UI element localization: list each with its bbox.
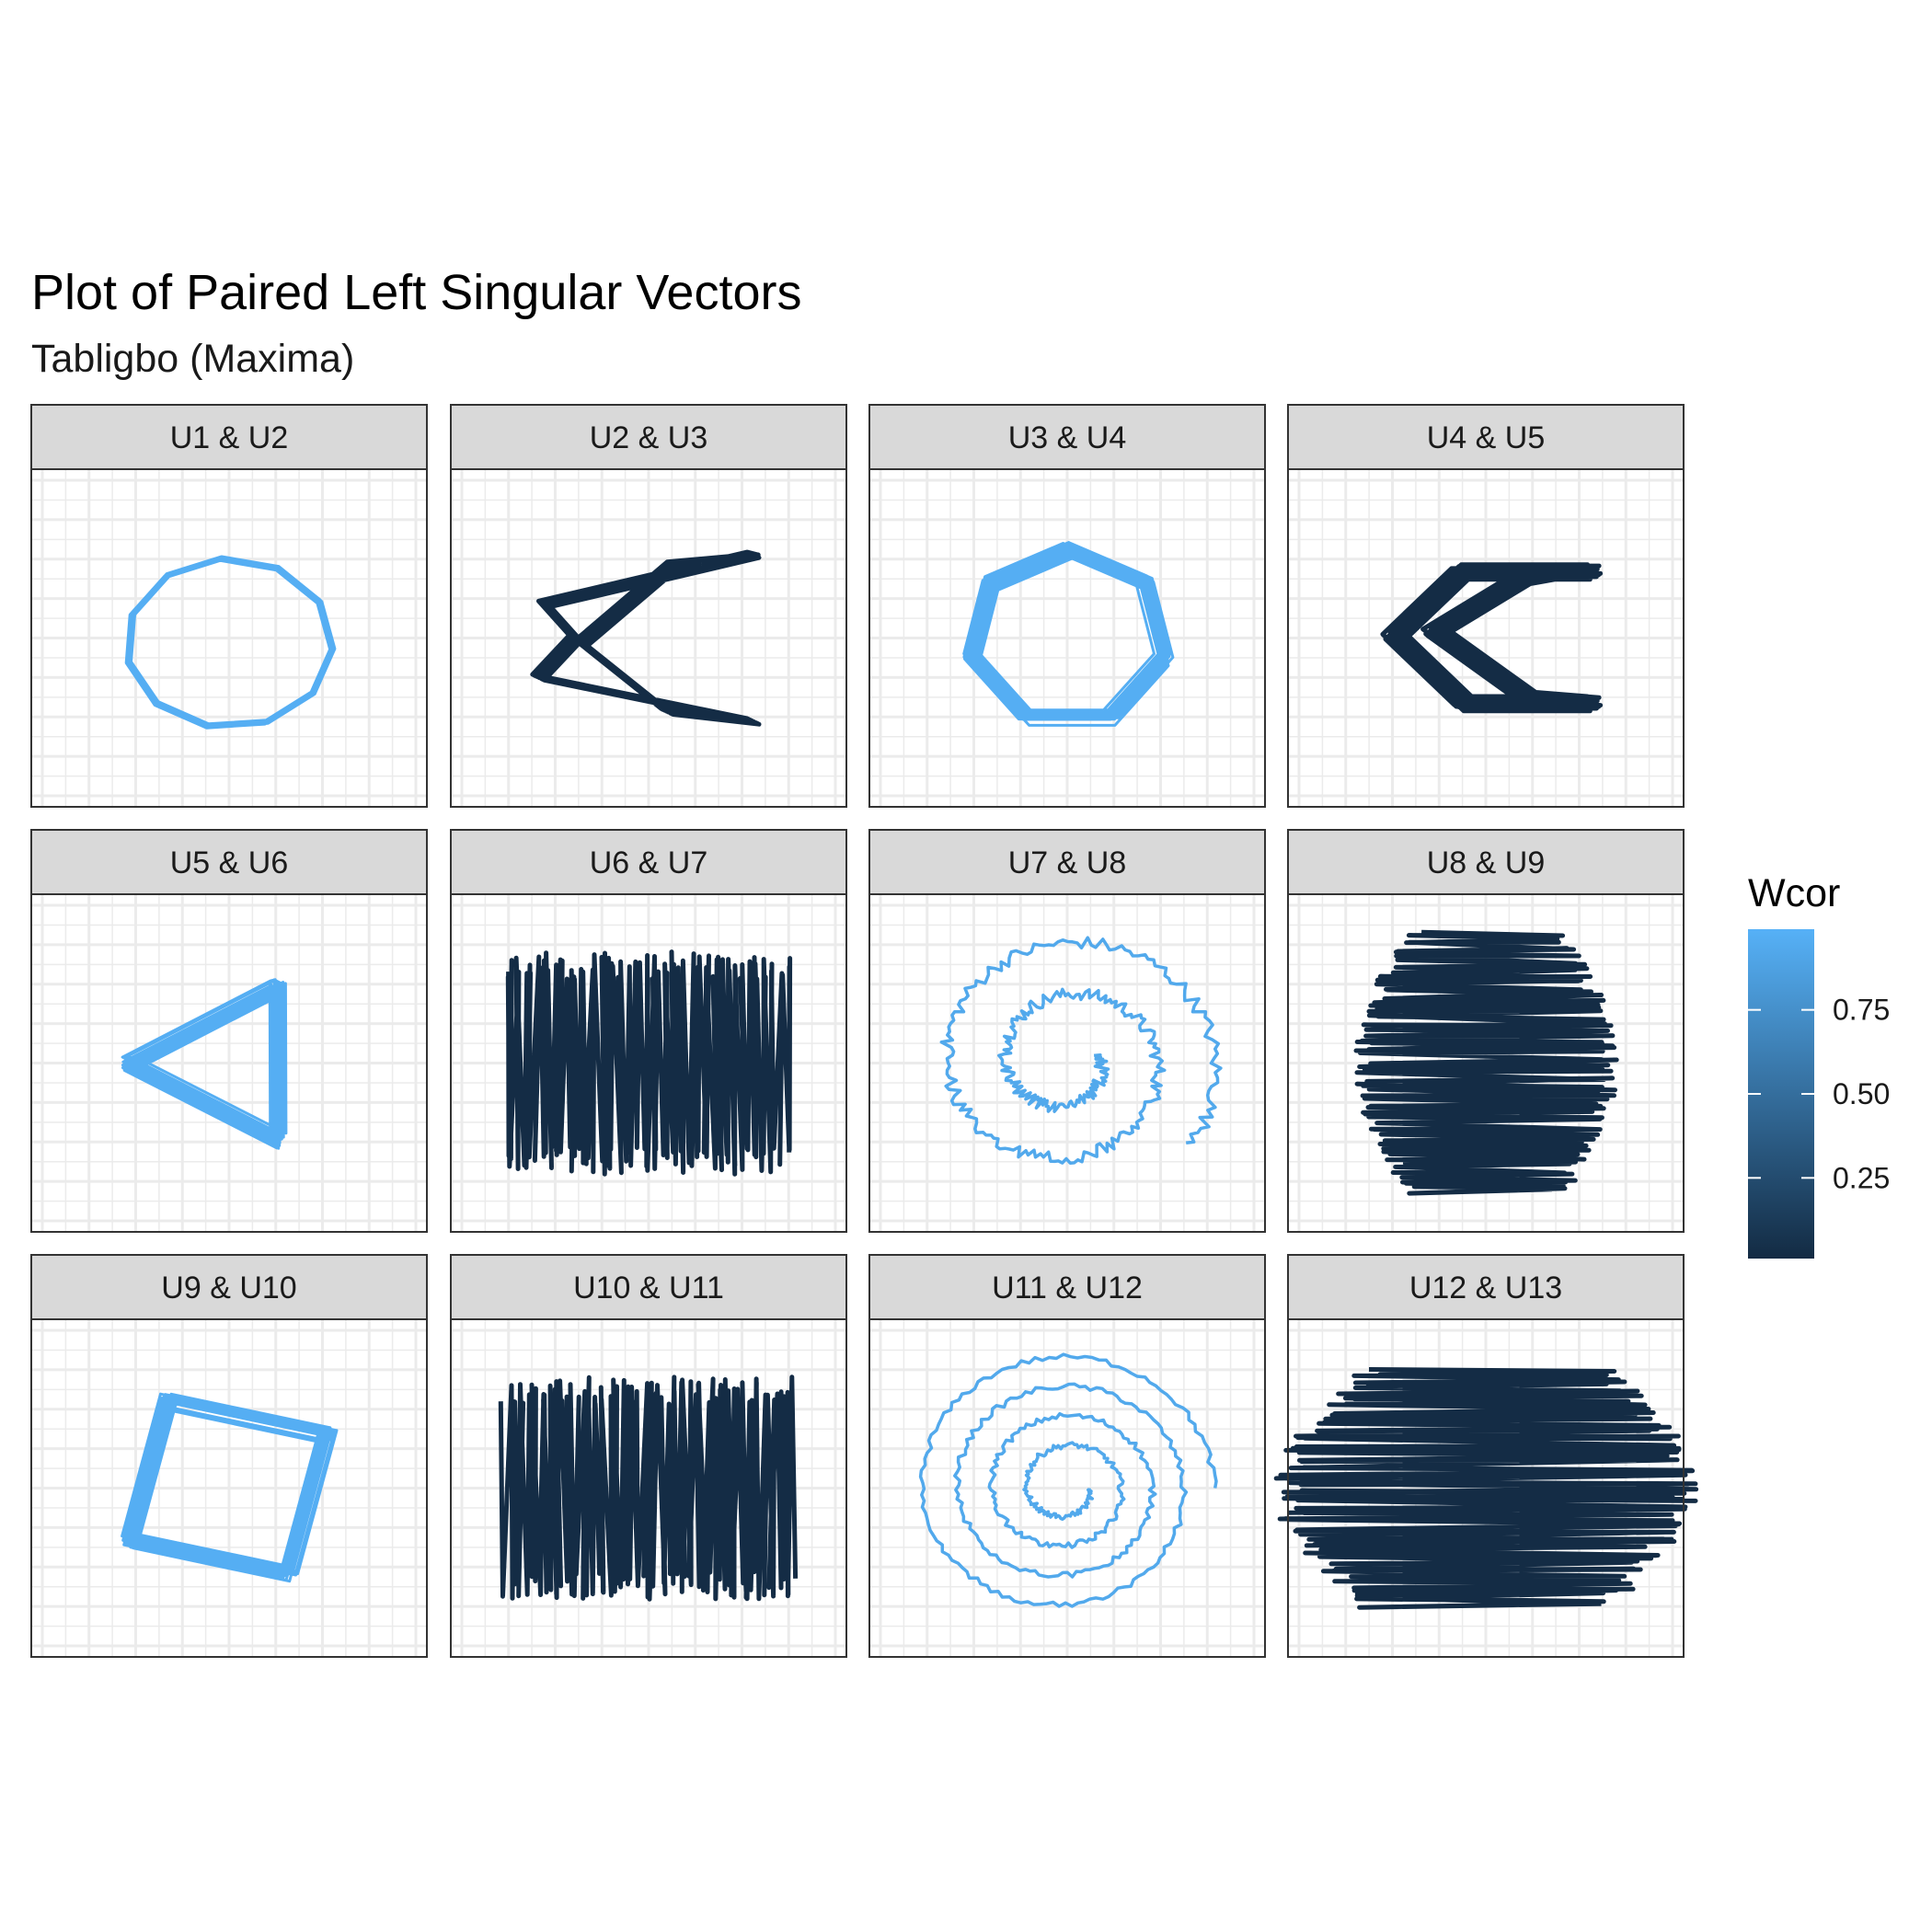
panel-border [30,468,428,808]
facet-strip-label: U11 & U12 [992,1271,1143,1305]
grid [31,469,427,807]
panel-border [450,1318,847,1658]
series-line [121,978,288,1150]
panel-border [1287,468,1685,808]
panel-border [868,468,1266,808]
series-line [1380,562,1604,714]
facet-strip [450,829,847,895]
legend: Wcor 0.25 0.50 0.75 [1748,871,1890,1259]
facet-panel: U7 & U8 [868,829,1266,1233]
legend-tick-label: 0.50 [1833,1077,1890,1110]
series-line [918,1352,1218,1608]
facet-panel: U1 & U2 [30,404,428,808]
facet-strip-label: U1 & U2 [170,420,289,455]
facet-strip-label: U8 & U9 [1427,845,1546,880]
facet-strip [868,404,1266,470]
legend-title: Wcor [1748,871,1840,915]
panel-border [1287,893,1685,1233]
series-line [1273,1367,1699,1610]
facet-strip-label: U3 & U4 [1008,420,1127,455]
panel-border [868,893,1266,1233]
grid [1288,469,1684,807]
facet-strip-label: U6 & U7 [590,845,708,880]
grid [869,1319,1265,1657]
facet-strip-label: U5 & U6 [170,845,289,880]
panel-border [450,893,847,1233]
facet-panel: U4 & U5 [1287,404,1685,808]
grid [31,894,427,1232]
legend-ticks: 0.25 0.50 0.75 [1748,994,1890,1194]
series-line [530,549,762,727]
series-line [939,936,1223,1165]
grid [869,469,1265,807]
facet-strip-label: U9 & U10 [161,1271,296,1305]
series-line [498,1374,799,1602]
facet-strip [1287,829,1685,895]
facet-panel: U6 & U7 [450,829,847,1233]
facet-strip-label: U2 & U3 [590,420,708,455]
grid [869,894,1265,1232]
facet-strip [1287,1254,1685,1320]
series-line [962,541,1175,727]
series-line [124,555,337,730]
facet-panel: U11 & U12 [868,1254,1266,1658]
facet-strip [450,404,847,470]
panel-border [1287,1318,1685,1658]
facet-strip-label: U12 & U13 [1409,1271,1562,1305]
panel-border [450,468,847,808]
facet-panel: U2 & U3 [450,404,847,808]
legend-tick-label: 0.75 [1833,994,1890,1027]
series-line [1353,929,1619,1196]
series-line [505,949,793,1177]
facet-panel: U12 & U13 [1273,1254,1699,1658]
series-line [121,1392,339,1583]
facet-strip-label: U4 & U5 [1427,420,1546,455]
panel-border [30,893,428,1233]
facet-strip-label: U7 & U8 [1008,845,1127,880]
legend-tick-label: 0.25 [1833,1161,1890,1194]
facet-panels: U1 & U2 U2 & U3 U3 & U4 U4 & U5 U5 & U6 U6 & … [30,404,1699,1658]
panel-border [868,1318,1266,1658]
facet-panel: U9 & U10 [30,1254,428,1658]
facet-strip [450,1254,847,1320]
facet-strip [1287,404,1685,470]
panel-border [30,1318,428,1658]
facet-panel: U8 & U9 [1287,829,1685,1233]
chart-subtitle: Tabligbo (Maxima) [31,337,354,381]
grid [451,469,846,807]
facet-panel: U3 & U4 [868,404,1266,808]
facet-strip [30,404,428,470]
facet-panel: U10 & U11 [450,1254,847,1658]
grid [31,1319,427,1657]
chart-title: Plot of Paired Left Singular Vectors [31,265,801,320]
facet-strip [868,829,1266,895]
facet-panel: U5 & U6 [30,829,428,1233]
facet-strip-label: U10 & U11 [573,1271,724,1305]
facet-strip [30,829,428,895]
